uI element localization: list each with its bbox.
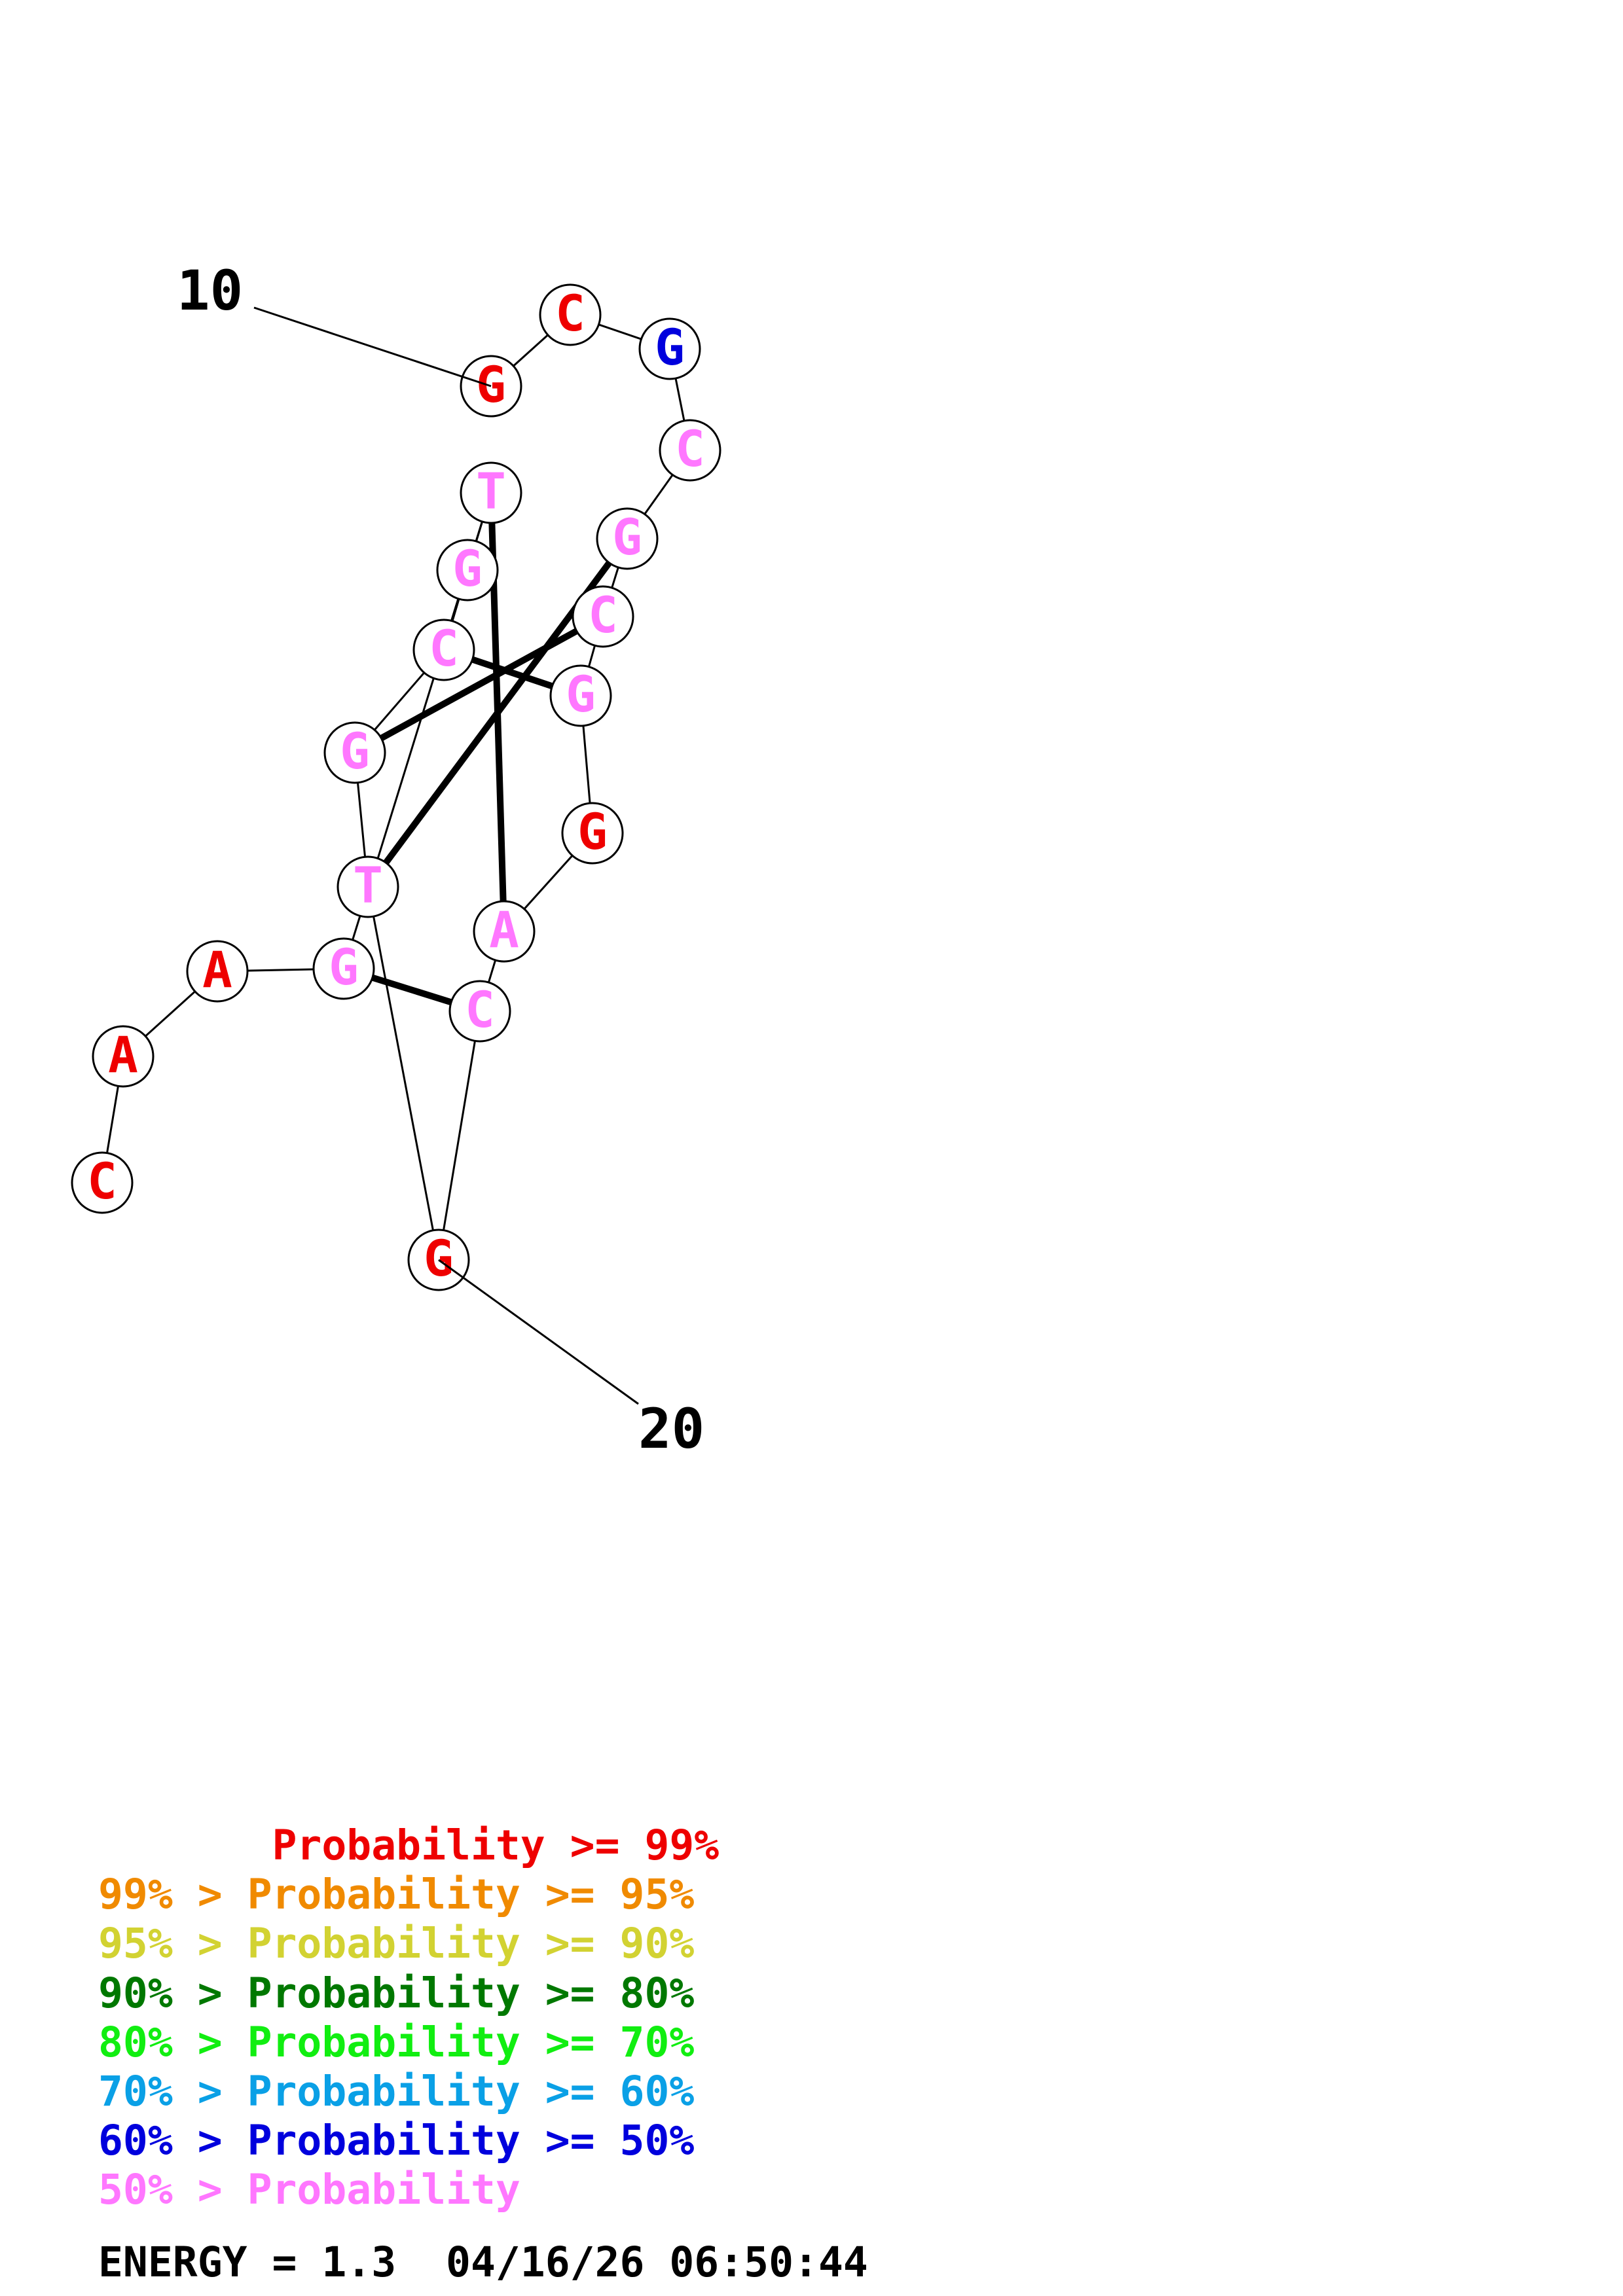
legend-entry: 50% > Probability [98, 2166, 520, 2214]
base-circle [659, 419, 721, 482]
base-node: T [460, 461, 522, 524]
position-markers: 10 20 [177, 259, 704, 1461]
base-letter: A [108, 1026, 138, 1084]
base-circle [92, 1025, 155, 1088]
legend-entry: 90% > Probability >= 80% [98, 1969, 695, 2017]
base-pair-bond [353, 613, 605, 756]
legend-entry: 99% > Probability >= 95% [98, 1871, 695, 1919]
base-node: G [561, 802, 624, 865]
marker-line [253, 306, 492, 387]
base-node: G [549, 664, 612, 727]
base-letter: C [555, 284, 585, 342]
base-node: G [323, 721, 386, 784]
legend-entry: 70% > Probability >= 60% [98, 2067, 695, 2115]
base-letter: C [87, 1152, 117, 1210]
base-letter: G [329, 938, 359, 996]
base-letter: G [655, 318, 685, 376]
base-letter: G [566, 665, 596, 723]
base-letter: T [476, 462, 506, 520]
base-letter: G [424, 1229, 454, 1287]
base-circle [561, 802, 624, 865]
base-circle [312, 937, 375, 1000]
base-letter: G [340, 722, 370, 780]
base-node: A [473, 900, 536, 963]
base-node: C [659, 419, 721, 482]
base-node: G [638, 317, 701, 380]
backbone-segment [367, 886, 440, 1261]
base-circle [596, 507, 659, 570]
base-circle [549, 664, 612, 727]
base-node: T [337, 855, 399, 918]
base-letter: C [429, 619, 459, 677]
base-letter: G [476, 355, 506, 414]
legend-entry: Probability >= 99% [98, 1821, 720, 1869]
backbone-segment [437, 1011, 481, 1261]
base-letter: C [675, 420, 705, 478]
backbone-lines [101, 314, 691, 1261]
base-circle [412, 619, 475, 681]
base-circle [448, 980, 511, 1043]
position-marker-label: 20 [638, 1397, 704, 1461]
base-letter: G [612, 508, 642, 566]
base-node: G [312, 937, 375, 1000]
base-circle [186, 940, 249, 1003]
base-node: A [186, 940, 249, 1003]
probability-legend: Probability >= 99% 99% > Probability >= 9… [98, 1821, 719, 2215]
base-letter: G [452, 539, 483, 598]
base-node: C [539, 283, 602, 346]
base-circle [539, 283, 602, 346]
base-circle [71, 1151, 134, 1214]
base-node: G [436, 539, 499, 601]
energy-timestamp: ENERGY = 1.3 04/16/26 06:50:44 [98, 2238, 868, 2286]
base-node: C [412, 619, 475, 681]
legend-entry: 95% > Probability >= 90% [98, 1920, 695, 1968]
base-circle [460, 461, 522, 524]
base-node: C [71, 1151, 134, 1214]
base-circle [638, 317, 701, 380]
base-circle [473, 900, 536, 963]
base-node: G [596, 507, 659, 570]
base-node: C [572, 585, 634, 648]
base-letter: C [588, 586, 618, 644]
base-circle [436, 539, 499, 601]
base-circle [337, 855, 399, 918]
base-node: A [92, 1025, 155, 1088]
base-letter: A [489, 901, 519, 959]
marker-line [438, 1259, 639, 1405]
base-letter: G [577, 802, 608, 861]
legend-entry: 80% > Probability >= 70% [98, 2018, 695, 2066]
base-letter: A [202, 941, 232, 999]
base-circle [572, 585, 634, 648]
legend-entry: 60% > Probability >= 50% [98, 2117, 695, 2165]
base-letter: T [353, 856, 383, 914]
position-marker-label: 10 [177, 259, 243, 323]
base-node: G [407, 1229, 470, 1291]
base-node: C [448, 980, 511, 1043]
base-circle [323, 721, 386, 784]
base-letter: C [465, 980, 495, 1039]
